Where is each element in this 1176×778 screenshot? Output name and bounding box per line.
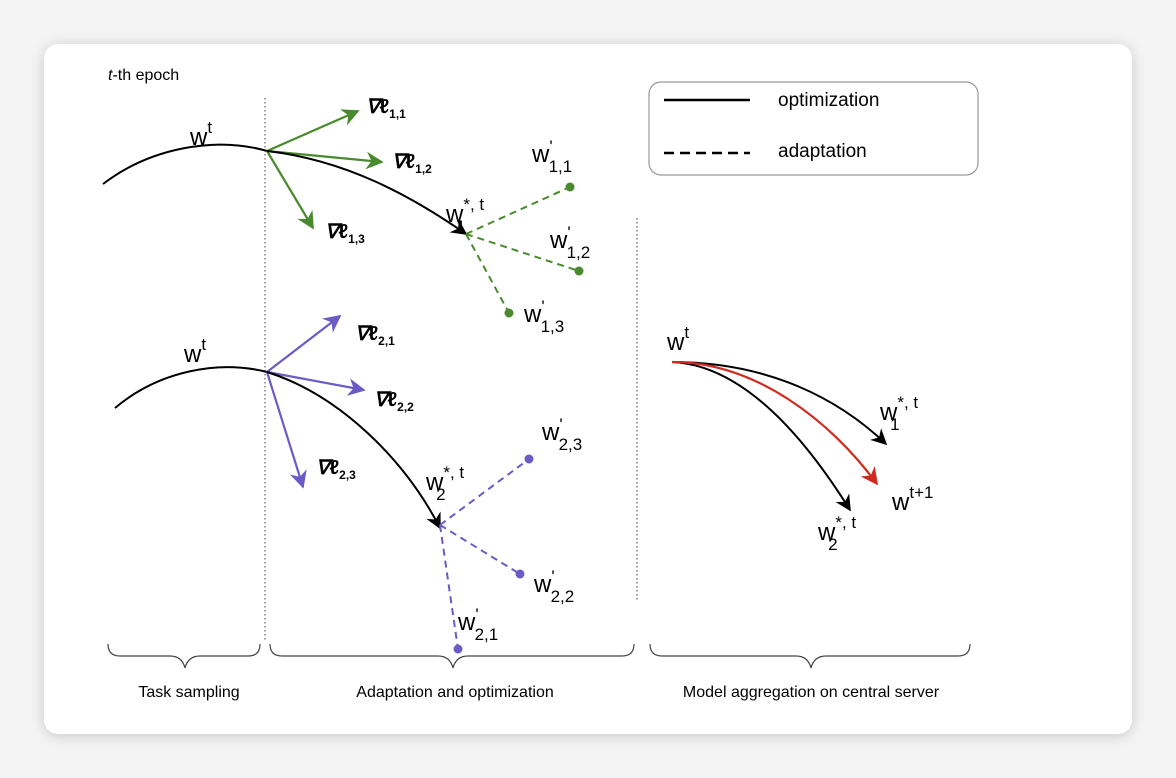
agg-arrow-w1 (671, 361, 888, 446)
task2-optimization-arrow (266, 371, 441, 530)
task2-grad-label-2: ∇ℓ2,2 (374, 389, 414, 414)
task1-trajectory-arc (102, 143, 268, 185)
section-label-task-sampling: Task sampling (138, 684, 239, 701)
agg-wnext-label: wt+1 (891, 483, 933, 516)
brace-task-sampling (107, 643, 261, 669)
task2-grad-label-1: ∇ℓ2,1 (355, 323, 395, 348)
task2-wt-label: wt (183, 335, 206, 368)
agg-arrow-w2 (671, 361, 851, 512)
agg-wt-label: wt (666, 323, 689, 356)
task2-grad-arrow-1 (266, 314, 342, 373)
task2-trajectory-arc (114, 366, 268, 409)
legend: optimization adaptation (648, 81, 979, 176)
section-label-adaptation: Adaptation and optimization (356, 684, 553, 701)
task2-point-3 (524, 454, 534, 464)
task2-grad-arrow-2 (266, 370, 366, 396)
agg-arrow-wnext (671, 360, 879, 486)
brace-aggregation (649, 643, 971, 669)
task1-adapt-line-3 (465, 233, 510, 314)
task2-grad-label-3: ∇ℓ2,3 (316, 457, 356, 482)
task1-point-2 (574, 266, 584, 276)
task1-grad-arrow-1 (266, 109, 360, 153)
task2-adapt-line-2 (439, 524, 521, 575)
task1-adapt-line-2 (465, 233, 580, 272)
braces (107, 643, 971, 669)
task1-point-3 (504, 308, 514, 318)
task1-wprime-label-2: w' 1,2 (549, 223, 590, 262)
task1-grad-label-3: ∇ℓ1,3 (325, 221, 365, 246)
task1-wt-label: wt (189, 118, 212, 151)
epoch-label: t-th epoch (108, 67, 179, 84)
task1-wprime-label-1: w' 1,1 (531, 137, 572, 176)
task1-wprime-label-3: w' 1,3 (523, 297, 564, 336)
task1-grad-label-2: ∇ℓ1,2 (392, 151, 432, 176)
task1-grad-arrow-3 (266, 150, 314, 230)
section-label-aggregation: Model aggregation on central server (683, 684, 940, 701)
legend-optimization: optimization (778, 90, 879, 111)
legend-adaptation: adaptation (778, 141, 867, 162)
task1-optimization-arrow (266, 150, 468, 235)
task1-grad-label-1: ∇ℓ1,1 (366, 96, 406, 121)
task2-grad-arrow-3 (265, 371, 307, 489)
task2-wprime-label-3: w' 2,3 (541, 415, 582, 454)
task2-wprime-label-2: w' 2,2 (533, 567, 574, 606)
task1-point-1 (565, 182, 575, 192)
task2-adapt-line-1 (439, 524, 459, 650)
task2-wprime-label-1: w' 2,1 (457, 605, 498, 644)
task2-adapt-line-3 (439, 458, 530, 526)
task2-point-1 (453, 644, 463, 654)
task2-point-2 (515, 569, 525, 579)
brace-adaptation (269, 643, 635, 669)
